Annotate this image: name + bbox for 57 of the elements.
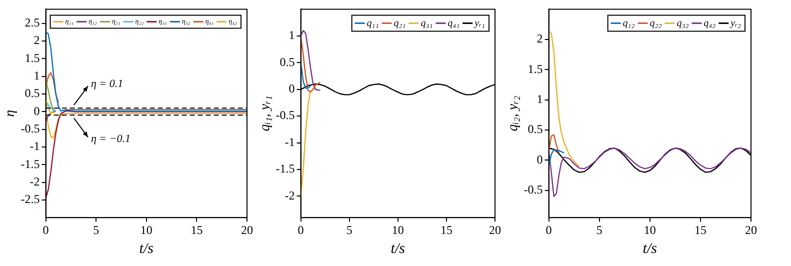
y-axis-title: qᵢ₁, yᵣ₁: [258, 96, 274, 132]
x-tick-label: 15: [694, 222, 706, 237]
x-tick-label: 10: [644, 222, 656, 237]
y-tick-label: 2: [536, 32, 543, 46]
legend-label: q₂₂: [650, 18, 662, 29]
y-tick-label: -0.5: [524, 182, 543, 197]
legend-label: q₂₁: [394, 18, 406, 29]
y-tick-label: 0.5: [24, 86, 40, 100]
x-axis-title: t/s: [139, 240, 154, 257]
y-tick-label: 1.5: [528, 62, 543, 76]
legend-label: q₃₂: [676, 18, 690, 29]
y-tick-label: 2.5: [24, 15, 40, 30]
x-tick-label: 0: [42, 222, 49, 237]
legend-label: q₁₂: [622, 18, 636, 29]
x-tick-label: 0: [546, 222, 552, 237]
y-tick-label: -1: [284, 134, 295, 149]
legend-label: q₄₁: [448, 18, 460, 29]
legend-label: q₁₁: [366, 18, 379, 29]
x-tick-label: 20: [241, 222, 253, 237]
legend-label: η = −0.1: [90, 133, 131, 146]
y-tick-label: -0.5: [20, 121, 40, 136]
y-tick-label: -2: [30, 174, 40, 188]
legend-label: yᵣ₂: [730, 18, 742, 29]
y-tick-label: 1: [34, 68, 40, 82]
x-tick-label: 0: [298, 222, 304, 237]
x-tick-label: 10: [140, 222, 152, 237]
x-tick-label: 10: [392, 222, 404, 237]
x-tick-label: 5: [93, 222, 100, 237]
legend-label: q₃₁: [420, 18, 433, 29]
legend-label: yᵣ₁: [474, 18, 486, 29]
y-tick-label: -1.5: [20, 156, 40, 171]
x-tick-label: 15: [440, 222, 452, 237]
y-tick-label: -0.5: [276, 108, 295, 122]
x-tick-label: 20: [745, 222, 757, 237]
x-tick-label: 20: [489, 222, 501, 237]
y-tick-label: 0: [536, 152, 543, 166]
y-axis-title: qᵢ₂, yᵣ₂: [506, 95, 522, 132]
x-tick-label: 5: [596, 222, 602, 237]
y-tick-label: 0.5: [528, 122, 543, 136]
y-tick-label: -1: [30, 139, 40, 154]
y-tick-label: 0.5: [280, 54, 295, 69]
y-tick-label: 0: [288, 82, 295, 96]
y-tick-label: 1: [536, 92, 543, 106]
x-axis-title: t/s: [642, 240, 658, 257]
y-tick-label: 1.5: [24, 50, 40, 65]
y-tick-label: 2: [34, 33, 40, 48]
y-tick-label: 0: [34, 104, 40, 118]
x-tick-label: 5: [346, 222, 352, 237]
y-tick-label: -1.5: [276, 162, 295, 176]
y-tick-label: -2.5: [20, 192, 40, 206]
x-axis-title: t/s: [390, 240, 406, 257]
y-axis-title: η: [3, 110, 18, 117]
y-tick-label: -2: [284, 188, 295, 202]
legend-label: η = 0.1: [90, 78, 124, 90]
y-tick-label: 1: [288, 28, 295, 42]
legend-label: q₄₂: [704, 18, 716, 29]
x-tick-label: 15: [190, 222, 203, 237]
